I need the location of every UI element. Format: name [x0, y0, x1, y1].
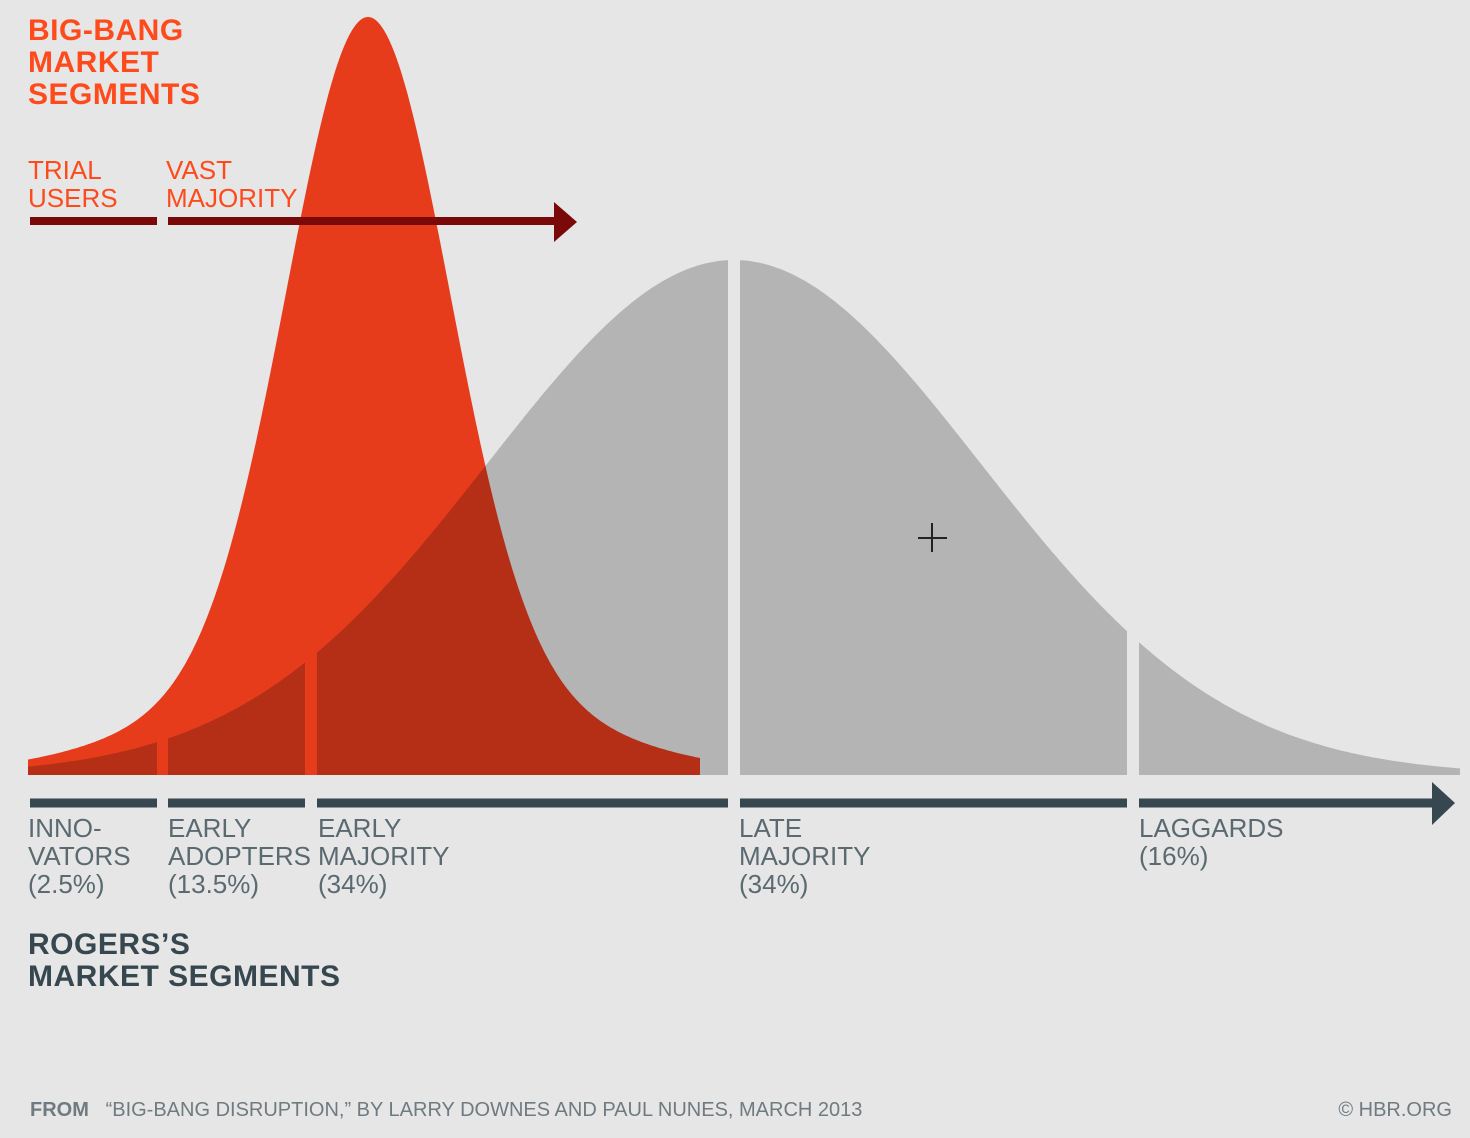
title-line: MARKET SEGMENTS — [28, 960, 341, 993]
segment-text: EARLY — [168, 813, 252, 843]
segment-label: EARLY MAJORITY (34%) — [318, 814, 449, 898]
arrowhead — [554, 202, 577, 242]
segment-text: MAJORITY — [318, 841, 450, 871]
segment-text: LAGGARDS — [1139, 813, 1284, 843]
segment-text: (16%) — [1139, 841, 1209, 871]
segment-label: INNO- VATORS (2.5%) — [28, 814, 131, 898]
title-line: MARKET — [28, 46, 160, 79]
label-line: VAST — [166, 155, 232, 185]
segment-label: EARLY ADOPTERS (13.5%) — [168, 814, 311, 898]
segment-gaps — [157, 0, 1139, 780]
title-line: SEGMENTS — [28, 78, 201, 111]
rogers-title: ROGERS’S MARKET SEGMENTS — [28, 929, 341, 993]
segment-text: LATE — [739, 813, 803, 843]
title-line: ROGERS’S — [28, 928, 191, 961]
label-line: USERS — [28, 183, 118, 213]
vast-majority: VAST MAJORITY — [166, 156, 297, 212]
segment-label: LATE MAJORITY (34%) — [739, 814, 870, 898]
title-line: BIG-BANG — [28, 14, 184, 47]
segment-text: ADOPTERS — [168, 841, 312, 871]
big-bang-curve — [28, 17, 700, 775]
trial-users: TRIAL USERS — [28, 156, 118, 212]
segment-text: (34%) — [318, 869, 388, 899]
footer-source: FROM “BIG-BANG DISRUPTION,” BY LARRY DOW… — [30, 1100, 862, 1120]
segment-label: LAGGARDS (16%) — [1139, 814, 1284, 870]
segment-text: (34%) — [739, 869, 809, 899]
credit: © HBR.ORG — [1338, 1099, 1452, 1121]
arrowhead — [1432, 782, 1455, 825]
label-line: TRIAL — [28, 155, 102, 185]
segment-text: VATORS — [28, 841, 131, 871]
segment-text: (2.5%) — [28, 869, 105, 899]
from-label: FROM — [30, 1099, 89, 1121]
big-bang-title: BIG-BANG MARKET SEGMENTS — [28, 15, 200, 111]
cursor — [918, 523, 947, 552]
citation: “BIG-BANG DISRUPTION,” BY LARRY DOWNES A… — [105, 1099, 863, 1121]
segment-text: EARLY — [318, 813, 402, 843]
segment-text: MAJORITY — [739, 841, 871, 871]
segment-text: (13.5%) — [168, 869, 260, 899]
segment-text: INNO- — [28, 813, 102, 843]
label-line: MAJORITY — [166, 183, 298, 213]
